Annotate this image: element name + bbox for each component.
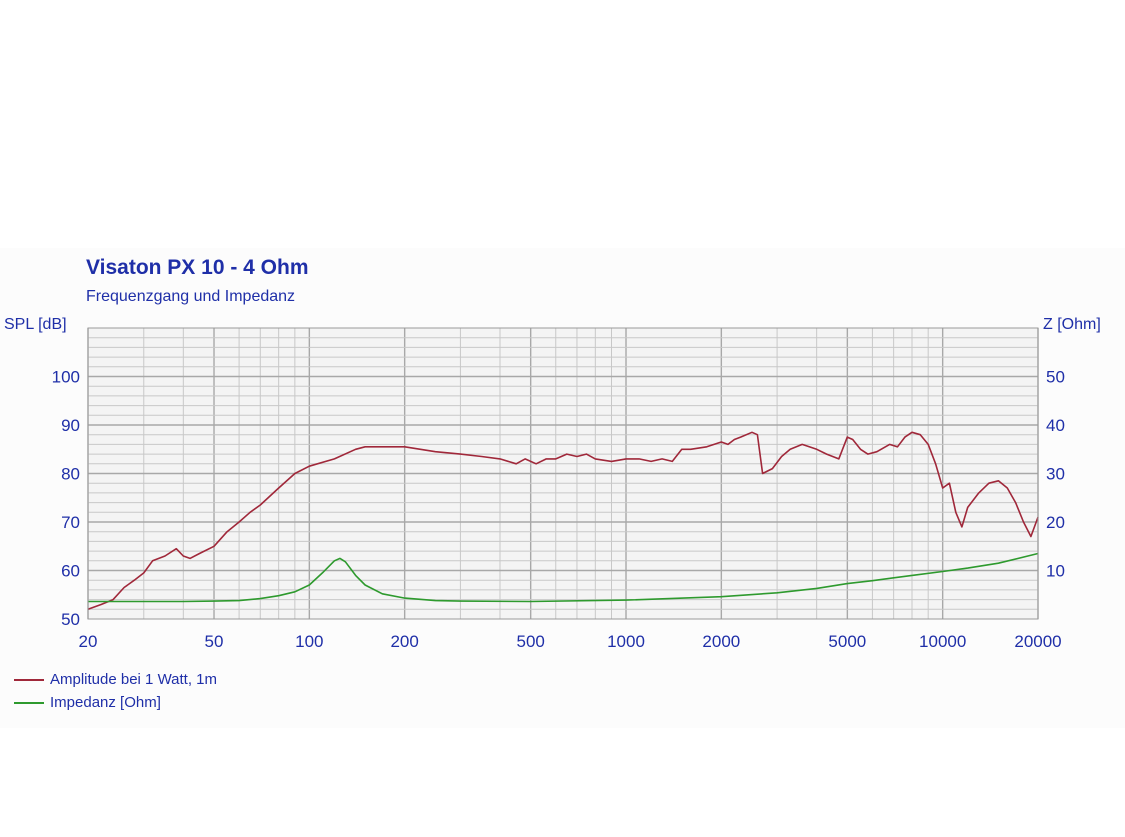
x-tick-label: 5000: [828, 632, 866, 651]
grid-lines: [87, 328, 1039, 619]
y-tick-label-left: 60: [61, 562, 80, 581]
chart-subtitle: Frequenzgang und Impedanz: [86, 288, 296, 305]
y-tick-label-right: 50: [1046, 368, 1065, 387]
data-lines: [87, 431, 1039, 611]
series-line-impedance: [88, 552, 1039, 603]
x-tick-label: 1000: [607, 632, 645, 651]
x-tick-label: 20: [79, 632, 98, 651]
legend: Amplitude bei 1 Watt, 1m Impedanz [Ohm]: [14, 668, 217, 714]
y-tick-label-left: 80: [61, 465, 80, 484]
x-tick-label: 20000: [1014, 632, 1061, 651]
x-tick-label: 50: [205, 632, 224, 651]
x-tick-label: 100: [295, 632, 323, 651]
y-tick-label-right: 20: [1046, 513, 1065, 532]
plot-frame: [87, 327, 1039, 620]
x-tick-label: 2000: [702, 632, 740, 651]
y-tick-label-left: 100: [52, 368, 80, 387]
y-tick-label-right: 40: [1046, 416, 1065, 435]
legend-item-amplitude: Amplitude bei 1 Watt, 1m: [14, 668, 217, 691]
legend-label-impedance: Impedanz [Ohm]: [50, 694, 161, 711]
tick-labels: 20 50 100 200 500 1000 2000 5000 10000 20000 50 60 7…: [52, 368, 1065, 652]
chart-title: Visaton PX 10 - 4 Ohm: [86, 256, 309, 279]
x-tick-label: 500: [516, 632, 544, 651]
y-tick-label-right: 30: [1046, 465, 1065, 484]
y-tick-label-left: 70: [61, 513, 80, 532]
legend-swatch-impedance: [14, 701, 44, 704]
y-tick-label-right: 10: [1046, 562, 1065, 581]
legend-swatch-amplitude: [14, 678, 44, 681]
legend-item-impedance: Impedanz [Ohm]: [14, 691, 217, 714]
legend-label-amplitude: Amplitude bei 1 Watt, 1m: [50, 671, 218, 688]
y-axis-title-right: Z [Ohm]: [1043, 316, 1101, 333]
x-tick-label: 10000: [919, 632, 966, 651]
y-axis-title-left: SPL [dB]: [4, 316, 67, 333]
x-tick-label: 200: [390, 632, 418, 651]
y-tick-label-left: 90: [61, 416, 80, 435]
series-line-amplitude: [87, 431, 1039, 611]
y-tick-label-left: 50: [61, 610, 80, 629]
